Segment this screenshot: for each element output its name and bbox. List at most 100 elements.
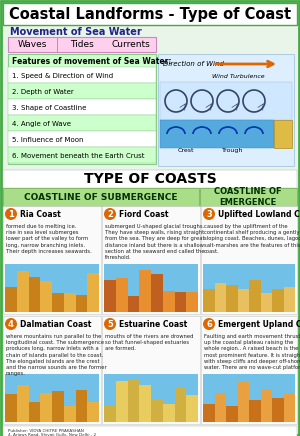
Bar — [8, 99, 156, 115]
Bar — [238, 289, 249, 312]
Bar — [128, 296, 139, 312]
Circle shape — [104, 208, 116, 220]
Text: formed due to melting ice.
rise in sea level submerges
lower part of the valley : formed due to melting ice. rise in sea l… — [6, 224, 92, 254]
Text: Movement of Sea Water: Movement of Sea Water — [10, 27, 142, 37]
Bar — [200, 188, 297, 206]
Text: where mountains run parallel to the
longitudinal coast. The submergence
produces: where mountains run parallel to the long… — [6, 334, 107, 376]
Bar — [163, 291, 175, 312]
Bar — [238, 382, 249, 422]
Text: 2: 2 — [107, 210, 113, 218]
Text: 5. Influence of Moon: 5. Influence of Moon — [12, 137, 83, 143]
Bar — [17, 271, 28, 312]
Bar — [151, 399, 163, 422]
Bar — [52, 391, 64, 422]
Text: Tides: Tides — [70, 40, 94, 49]
Bar — [175, 388, 186, 422]
Bar — [186, 395, 198, 422]
Text: TYPE OF COASTS: TYPE OF COASTS — [84, 172, 216, 186]
Text: Faulting and earth movement thrust
up the coastal plateau raising the
whole regi: Faulting and earth movement thrust up th… — [204, 334, 300, 370]
Bar — [5, 287, 17, 312]
Text: mouths of the rivers are drowned
so that funnel-shaped estuaries
are formed.: mouths of the rivers are drowned so that… — [105, 334, 194, 351]
Bar — [128, 381, 139, 422]
Bar — [40, 393, 52, 422]
Text: 6: 6 — [206, 320, 212, 328]
Text: Uplifted Lowland Coast: Uplifted Lowland Coast — [218, 210, 300, 218]
Bar — [284, 287, 295, 312]
Bar — [57, 37, 58, 52]
Text: 5: 5 — [107, 320, 113, 328]
Bar — [158, 54, 294, 166]
Bar — [8, 115, 156, 131]
Bar — [186, 292, 198, 312]
Text: Direction of Wind: Direction of Wind — [163, 61, 224, 67]
Bar — [8, 37, 156, 52]
Text: Coastal Landforms - Type of Coast: Coastal Landforms - Type of Coast — [9, 7, 291, 23]
Bar — [3, 426, 297, 436]
Text: Publisher: VIDYA CHITRE PRAKASHAN
4, Ariows Road, Shivaji Gully, New Delhi - 2: Publisher: VIDYA CHITRE PRAKASHAN 4, Ari… — [8, 429, 96, 436]
Text: Fiord Coast: Fiord Coast — [119, 210, 169, 218]
Bar — [104, 374, 198, 422]
Text: 3. Shape of Coastline: 3. Shape of Coastline — [12, 105, 86, 111]
Bar — [17, 385, 28, 422]
Bar — [151, 274, 163, 312]
Bar — [5, 374, 99, 422]
Circle shape — [203, 208, 215, 220]
Bar — [203, 289, 214, 312]
Bar — [139, 385, 151, 422]
Text: Dalmatian Coast: Dalmatian Coast — [20, 320, 92, 328]
Text: Wind Turbulence: Wind Turbulence — [212, 74, 264, 78]
Bar — [5, 264, 99, 312]
Text: Waves: Waves — [18, 40, 47, 49]
Bar — [102, 206, 200, 314]
Bar — [3, 316, 101, 424]
Bar — [3, 188, 199, 206]
Bar — [102, 316, 200, 424]
Text: COASTLINE OF
EMERGENCE: COASTLINE OF EMERGENCE — [214, 187, 282, 207]
Bar — [8, 147, 156, 163]
Bar — [8, 83, 156, 99]
Text: 4. Angle of Wave: 4. Angle of Wave — [12, 121, 71, 127]
Bar — [214, 283, 226, 312]
Bar — [8, 131, 156, 147]
Bar — [201, 316, 297, 424]
Bar — [203, 264, 295, 312]
Bar — [249, 400, 260, 422]
Bar — [226, 285, 238, 312]
Polygon shape — [274, 120, 292, 148]
Text: Features of movement of Sea Water:: Features of movement of Sea Water: — [12, 58, 172, 67]
Text: 6. Movement beneath the Earth Crust: 6. Movement beneath the Earth Crust — [12, 153, 145, 159]
Bar — [8, 54, 156, 164]
Bar — [28, 402, 40, 422]
Bar — [3, 3, 297, 25]
Text: 3: 3 — [206, 210, 212, 218]
Bar — [260, 389, 272, 422]
Bar — [64, 406, 76, 422]
Bar — [64, 293, 76, 312]
Bar — [160, 120, 274, 148]
Bar — [116, 278, 127, 312]
Bar — [226, 406, 238, 422]
Bar — [87, 273, 99, 312]
Circle shape — [104, 318, 116, 330]
Text: 1: 1 — [8, 210, 14, 218]
Bar — [104, 280, 116, 312]
Text: Emergent Upland Coast: Emergent Upland Coast — [218, 320, 300, 328]
Bar — [5, 395, 17, 422]
Text: 2. Depth of Water: 2. Depth of Water — [12, 89, 74, 95]
Bar — [203, 374, 295, 422]
Text: 4: 4 — [8, 320, 14, 328]
Bar — [249, 280, 260, 312]
Bar — [272, 289, 284, 312]
Bar — [284, 393, 295, 422]
Bar — [3, 206, 101, 314]
Text: submerged U-shaped glacial troughs.
They have steep walls, rising straight
from : submerged U-shaped glacial troughs. They… — [105, 224, 205, 260]
Bar — [52, 293, 64, 312]
Text: Trough: Trough — [222, 147, 244, 153]
Text: Currents: Currents — [112, 40, 151, 49]
Bar — [139, 270, 151, 312]
Bar — [104, 264, 198, 312]
Circle shape — [5, 318, 17, 330]
Bar — [203, 404, 214, 422]
Circle shape — [203, 318, 215, 330]
Bar — [201, 206, 297, 314]
